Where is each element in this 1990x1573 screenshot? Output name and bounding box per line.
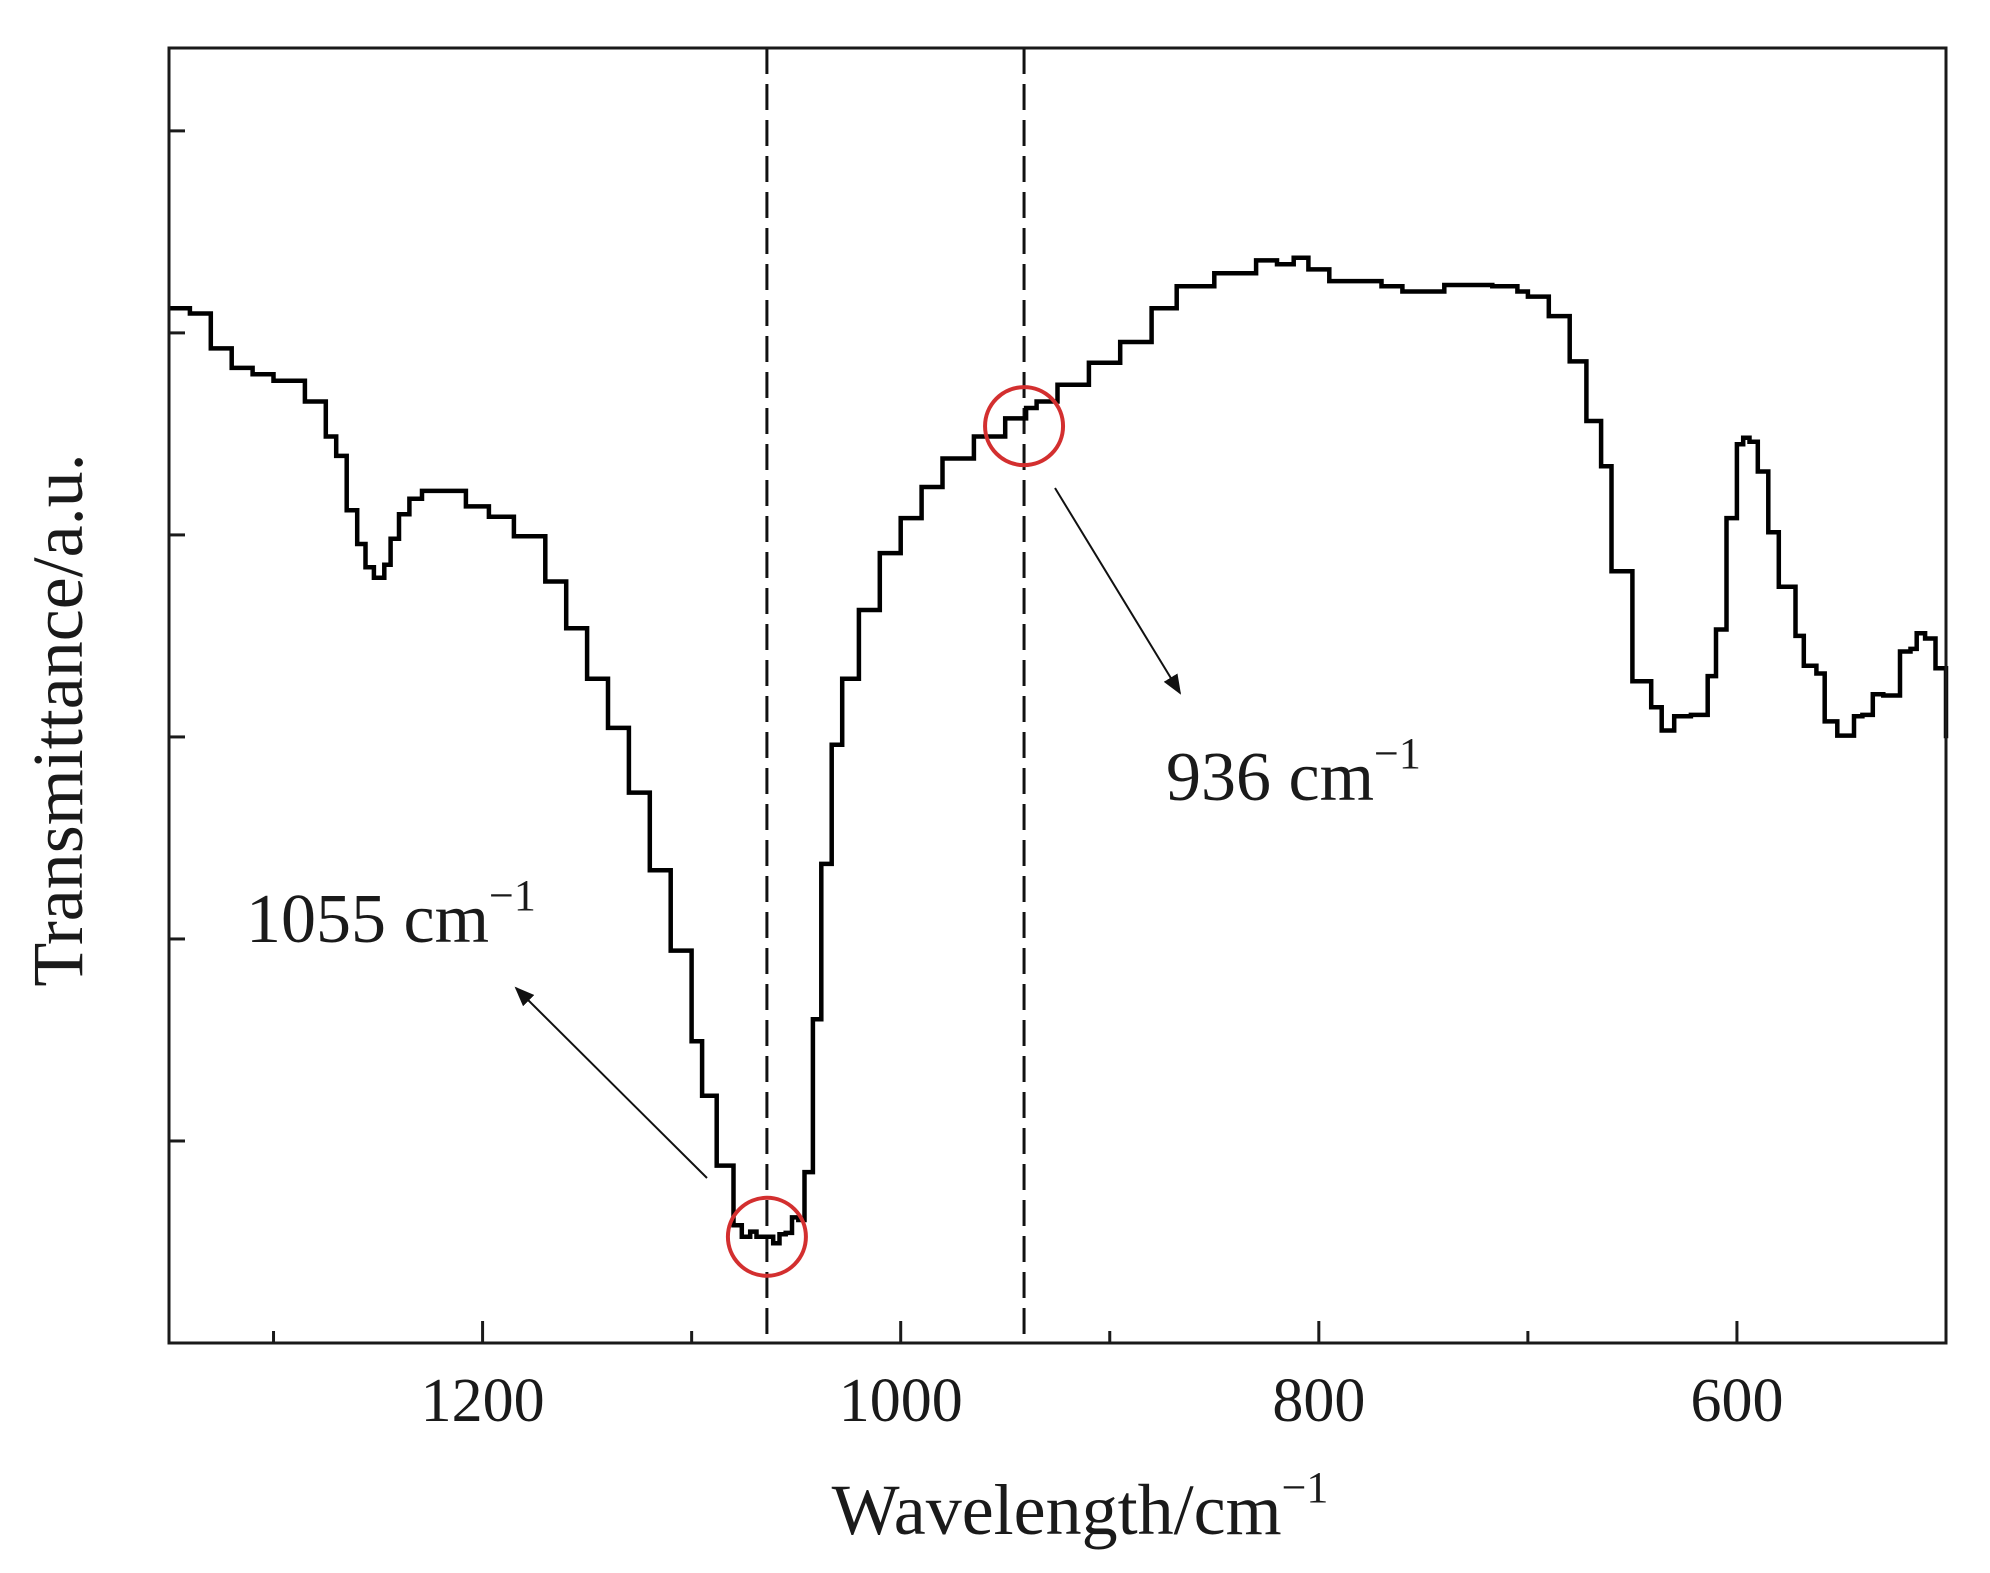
y-axis-title: Transmittance/a.u. [18,453,98,986]
annotation-arrow-0 [514,986,708,1179]
peak-marker-circle-1 [983,385,1066,468]
x-tick-label-1: 1000 [839,1367,963,1435]
peak-marker-circle-0 [725,1195,808,1278]
annotation-arrow-1 [1054,487,1182,695]
plot-frame [167,46,1948,1345]
annotation-label-1: 936 cm−1 [1166,729,1421,816]
x-axis-title: Wavelength/cm−1 [832,1463,1329,1550]
x-tick-label-2: 800 [1272,1367,1365,1435]
x-tick-label-3: 600 [1690,1367,1783,1435]
spectrum-line-0 [169,255,1949,1246]
x-tick-label-0: 1200 [421,1367,545,1435]
annotation-label-0: 1055 cm−1 [246,871,536,958]
